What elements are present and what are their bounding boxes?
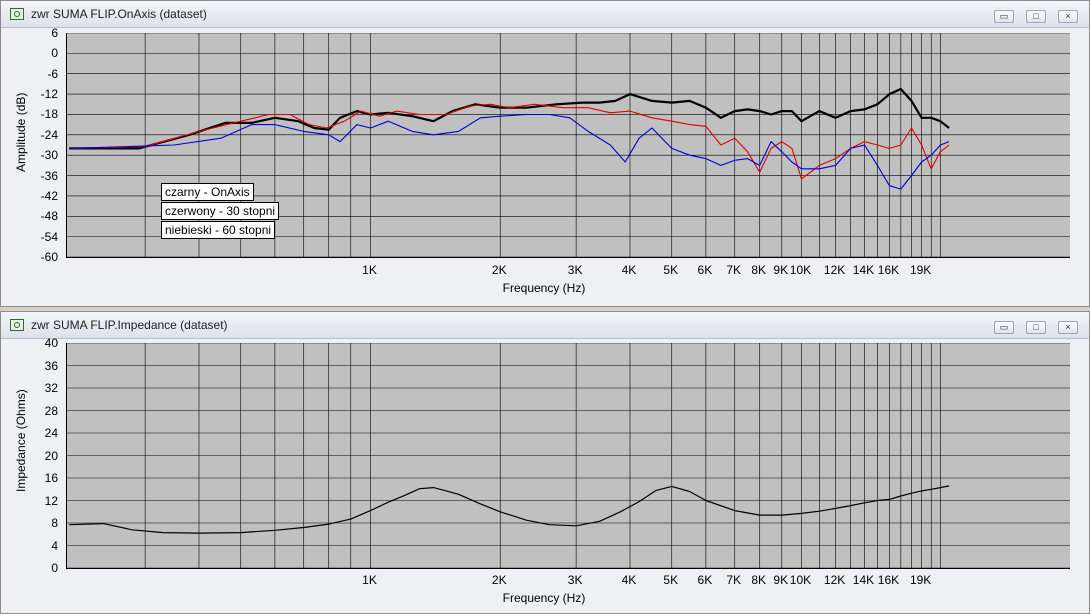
y-tick-label: -42	[40, 188, 58, 203]
x-tick-label: 3K	[567, 263, 583, 277]
x-tick-label: 12K	[823, 263, 846, 277]
x-tick-label: 10K	[789, 573, 812, 587]
x-tick-label: 12K	[823, 573, 846, 587]
x-tick-label: 8K	[751, 573, 767, 587]
y-tick-label: 8	[51, 516, 58, 530]
x-tick-label: 14K	[852, 263, 875, 277]
x-tick-label: 7K	[726, 263, 742, 277]
x-tick-label: 7K	[726, 573, 742, 587]
legend-item-blue: niebieski - 60 stopni	[161, 221, 276, 239]
legend-item-black: czarny - OnAxis	[161, 183, 254, 201]
x-tick-label: 10K	[789, 263, 812, 277]
x-tick-label: 5K	[663, 573, 679, 587]
impedance-plot-area[interactable]	[66, 343, 1070, 569]
x-tick-label: 19K	[909, 263, 932, 277]
y-tick-label: 40	[44, 336, 58, 350]
x-axis-label: Frequency (Hz)	[502, 591, 586, 605]
x-tick-label: 6K	[697, 263, 713, 277]
y-tick-label: -6	[47, 66, 58, 81]
amplitude-plot-area[interactable]	[66, 33, 1070, 258]
close-button[interactable]: ×	[1058, 10, 1078, 23]
x-tick-label: 1K	[362, 573, 377, 587]
y-tick-label: -48	[40, 209, 58, 224]
x-tick-label: 9K	[773, 263, 789, 277]
window-title: zwr SUMA FLIP.OnAxis (dataset)	[31, 7, 207, 21]
x-axis-label: Frequency (Hz)	[502, 281, 586, 295]
x-tick-label: 14K	[852, 573, 875, 587]
minimize-button[interactable]: ▭	[994, 321, 1014, 334]
y-tick-label: 0	[51, 46, 58, 61]
y-tick-label: 4	[51, 538, 58, 553]
y-tick-label: -36	[40, 168, 58, 183]
impedance-chart	[67, 343, 1070, 568]
close-button[interactable]: ×	[1058, 321, 1078, 334]
x-tick-label: 16K	[877, 573, 900, 587]
y-tick-label: -60	[40, 250, 58, 264]
series-line-2	[69, 113, 950, 190]
x-tick-label: 16K	[877, 263, 900, 277]
y-tick-label: 16	[44, 471, 58, 485]
x-tick-label: 4K	[621, 263, 637, 277]
y-tick-label: -24	[40, 127, 58, 142]
x-tick-label: 19K	[909, 573, 932, 587]
x-tick-label: 8K	[751, 263, 767, 277]
minimize-button[interactable]: ▭	[994, 10, 1014, 23]
x-tick-label: 1K	[362, 263, 377, 277]
y-tick-label: 6	[51, 26, 58, 40]
y-tick-label: -18	[40, 107, 58, 122]
x-tick-label: 6K	[697, 573, 713, 587]
x-tick-label: 2K	[491, 263, 507, 277]
title-bar[interactable]: zwr SUMA FLIP.OnAxis (dataset) ▭ □ ×	[1, 1, 1089, 28]
legend-item-red: czerwony - 30 stopni	[161, 202, 280, 220]
y-tick-label: 32	[44, 381, 58, 395]
y-axis-label: Amplitude (dB)	[14, 92, 28, 172]
series-line-0	[69, 485, 950, 534]
y-tick-label: -54	[40, 229, 58, 244]
maximize-button[interactable]: □	[1026, 321, 1046, 334]
y-tick-label: -30	[40, 148, 58, 163]
series-line-1	[69, 103, 950, 180]
y-tick-label: 12	[44, 493, 58, 508]
x-tick-label: 9K	[773, 573, 789, 587]
amplitude-chart	[67, 33, 1070, 257]
series-line-0	[69, 87, 950, 150]
app-icon[interactable]	[10, 8, 24, 20]
x-tick-label: 4K	[621, 573, 637, 587]
maximize-button[interactable]: □	[1026, 10, 1046, 23]
y-tick-label: 24	[44, 426, 58, 440]
y-tick-label: 20	[44, 448, 58, 463]
y-tick-label: -12	[40, 87, 58, 102]
y-tick-label: 28	[44, 403, 58, 418]
y-tick-label: 0	[51, 561, 58, 575]
y-axis-label: Impedance (Ohms)	[14, 389, 28, 492]
y-tick-label: 36	[44, 358, 58, 373]
x-tick-label: 2K	[491, 573, 507, 587]
x-tick-label: 3K	[567, 573, 583, 587]
window-title: zwr SUMA FLIP.Impedance (dataset)	[31, 318, 228, 332]
title-bar[interactable]: zwr SUMA FLIP.Impedance (dataset) ▭ □ ×	[1, 312, 1089, 339]
x-tick-label: 5K	[663, 263, 679, 277]
app-icon[interactable]	[10, 319, 24, 331]
